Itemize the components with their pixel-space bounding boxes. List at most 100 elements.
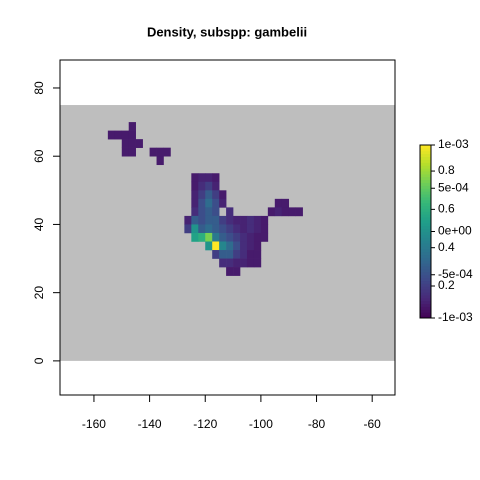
cell xyxy=(191,232,199,242)
cell xyxy=(205,215,213,225)
colorbar-step xyxy=(420,245,431,250)
cell xyxy=(240,232,248,242)
cell xyxy=(253,258,262,268)
colorbar-step xyxy=(420,263,431,267)
cell xyxy=(240,224,248,234)
cell xyxy=(205,173,213,183)
colorbar-step xyxy=(420,257,431,261)
y-tick-label: 20 xyxy=(32,286,46,300)
colorbar-step xyxy=(420,153,431,158)
colorbar-step xyxy=(420,286,431,290)
cell xyxy=(107,130,116,140)
colorbar-step xyxy=(420,156,431,160)
cell xyxy=(191,198,199,208)
cell xyxy=(219,241,227,251)
cell xyxy=(212,173,220,183)
cell xyxy=(121,130,130,140)
cell xyxy=(156,156,164,166)
cell xyxy=(281,207,290,217)
cell xyxy=(233,232,241,242)
colorbar-step xyxy=(420,306,431,310)
colorbar-step xyxy=(420,219,431,224)
cell xyxy=(246,215,255,225)
cell xyxy=(149,147,157,157)
cell xyxy=(128,139,136,148)
colorbar-tick-label: 0e+00 xyxy=(438,224,472,238)
cell xyxy=(240,258,248,268)
cell xyxy=(253,250,262,259)
colorbar-step xyxy=(420,145,431,149)
cell xyxy=(253,241,262,251)
cell xyxy=(121,147,130,157)
cell xyxy=(219,224,227,234)
colorbar-step xyxy=(420,240,431,244)
colorbar-tick-label: 5e-04 xyxy=(438,180,469,194)
colorbar-step xyxy=(420,300,431,305)
colorbar-step xyxy=(420,199,431,204)
cell xyxy=(226,232,234,242)
cell xyxy=(288,207,296,217)
colorbar-step xyxy=(420,315,431,319)
cell xyxy=(233,224,241,234)
cell xyxy=(191,224,199,234)
cell xyxy=(226,224,234,234)
colorbar-step xyxy=(420,283,431,287)
cell xyxy=(260,232,269,242)
cell xyxy=(246,241,255,251)
colorbar-step xyxy=(420,228,431,232)
colorbar-step xyxy=(420,266,431,270)
cell xyxy=(219,232,227,242)
colorbar-tick-label: 0.6 xyxy=(438,202,455,216)
x-tick-label: -60 xyxy=(364,417,382,431)
colorbar-step xyxy=(420,150,431,155)
cell xyxy=(212,232,220,242)
colorbar-step xyxy=(420,196,431,201)
cell xyxy=(226,258,234,268)
colorbar-step xyxy=(420,173,431,178)
cell xyxy=(184,224,192,234)
y-tick-label: 80 xyxy=(32,81,46,95)
cell xyxy=(240,241,248,251)
colorbar-tick-label: 0.2 xyxy=(438,278,455,292)
cell xyxy=(226,241,234,251)
cell xyxy=(240,215,248,225)
cell xyxy=(260,215,269,225)
cell xyxy=(198,190,206,200)
cell xyxy=(205,198,213,208)
cell xyxy=(246,258,255,268)
cell xyxy=(212,190,220,200)
cell xyxy=(246,224,255,234)
cell xyxy=(246,250,255,259)
cell xyxy=(205,232,213,242)
cell xyxy=(226,267,234,276)
colorbar-step xyxy=(420,176,431,181)
colorbar-step xyxy=(420,294,431,299)
cell xyxy=(260,224,269,234)
cell xyxy=(198,198,206,208)
cell xyxy=(226,215,234,225)
cell xyxy=(198,224,206,234)
cell xyxy=(219,198,227,208)
cell xyxy=(212,181,220,191)
colorbar-step xyxy=(420,159,431,163)
colorbar-step xyxy=(420,237,431,241)
colorbar-tick-label: -1e-03 xyxy=(438,310,473,324)
cell xyxy=(205,224,213,234)
cell xyxy=(212,241,220,251)
cell xyxy=(205,207,213,217)
colorbar-step xyxy=(420,309,431,313)
cell xyxy=(219,215,227,225)
colorbar-tick-label: 0.8 xyxy=(438,163,455,177)
cell xyxy=(198,215,206,225)
colorbar-step xyxy=(420,202,431,207)
colorbar-step xyxy=(420,208,431,212)
y-tick-label: 0 xyxy=(32,357,46,364)
cell xyxy=(114,130,123,140)
cell xyxy=(212,207,220,217)
colorbar-step xyxy=(420,194,431,198)
colorbar-step xyxy=(420,217,431,221)
cell xyxy=(233,250,241,259)
colorbar-step xyxy=(420,289,431,293)
cell xyxy=(267,207,276,217)
colorbar-step xyxy=(420,182,431,186)
